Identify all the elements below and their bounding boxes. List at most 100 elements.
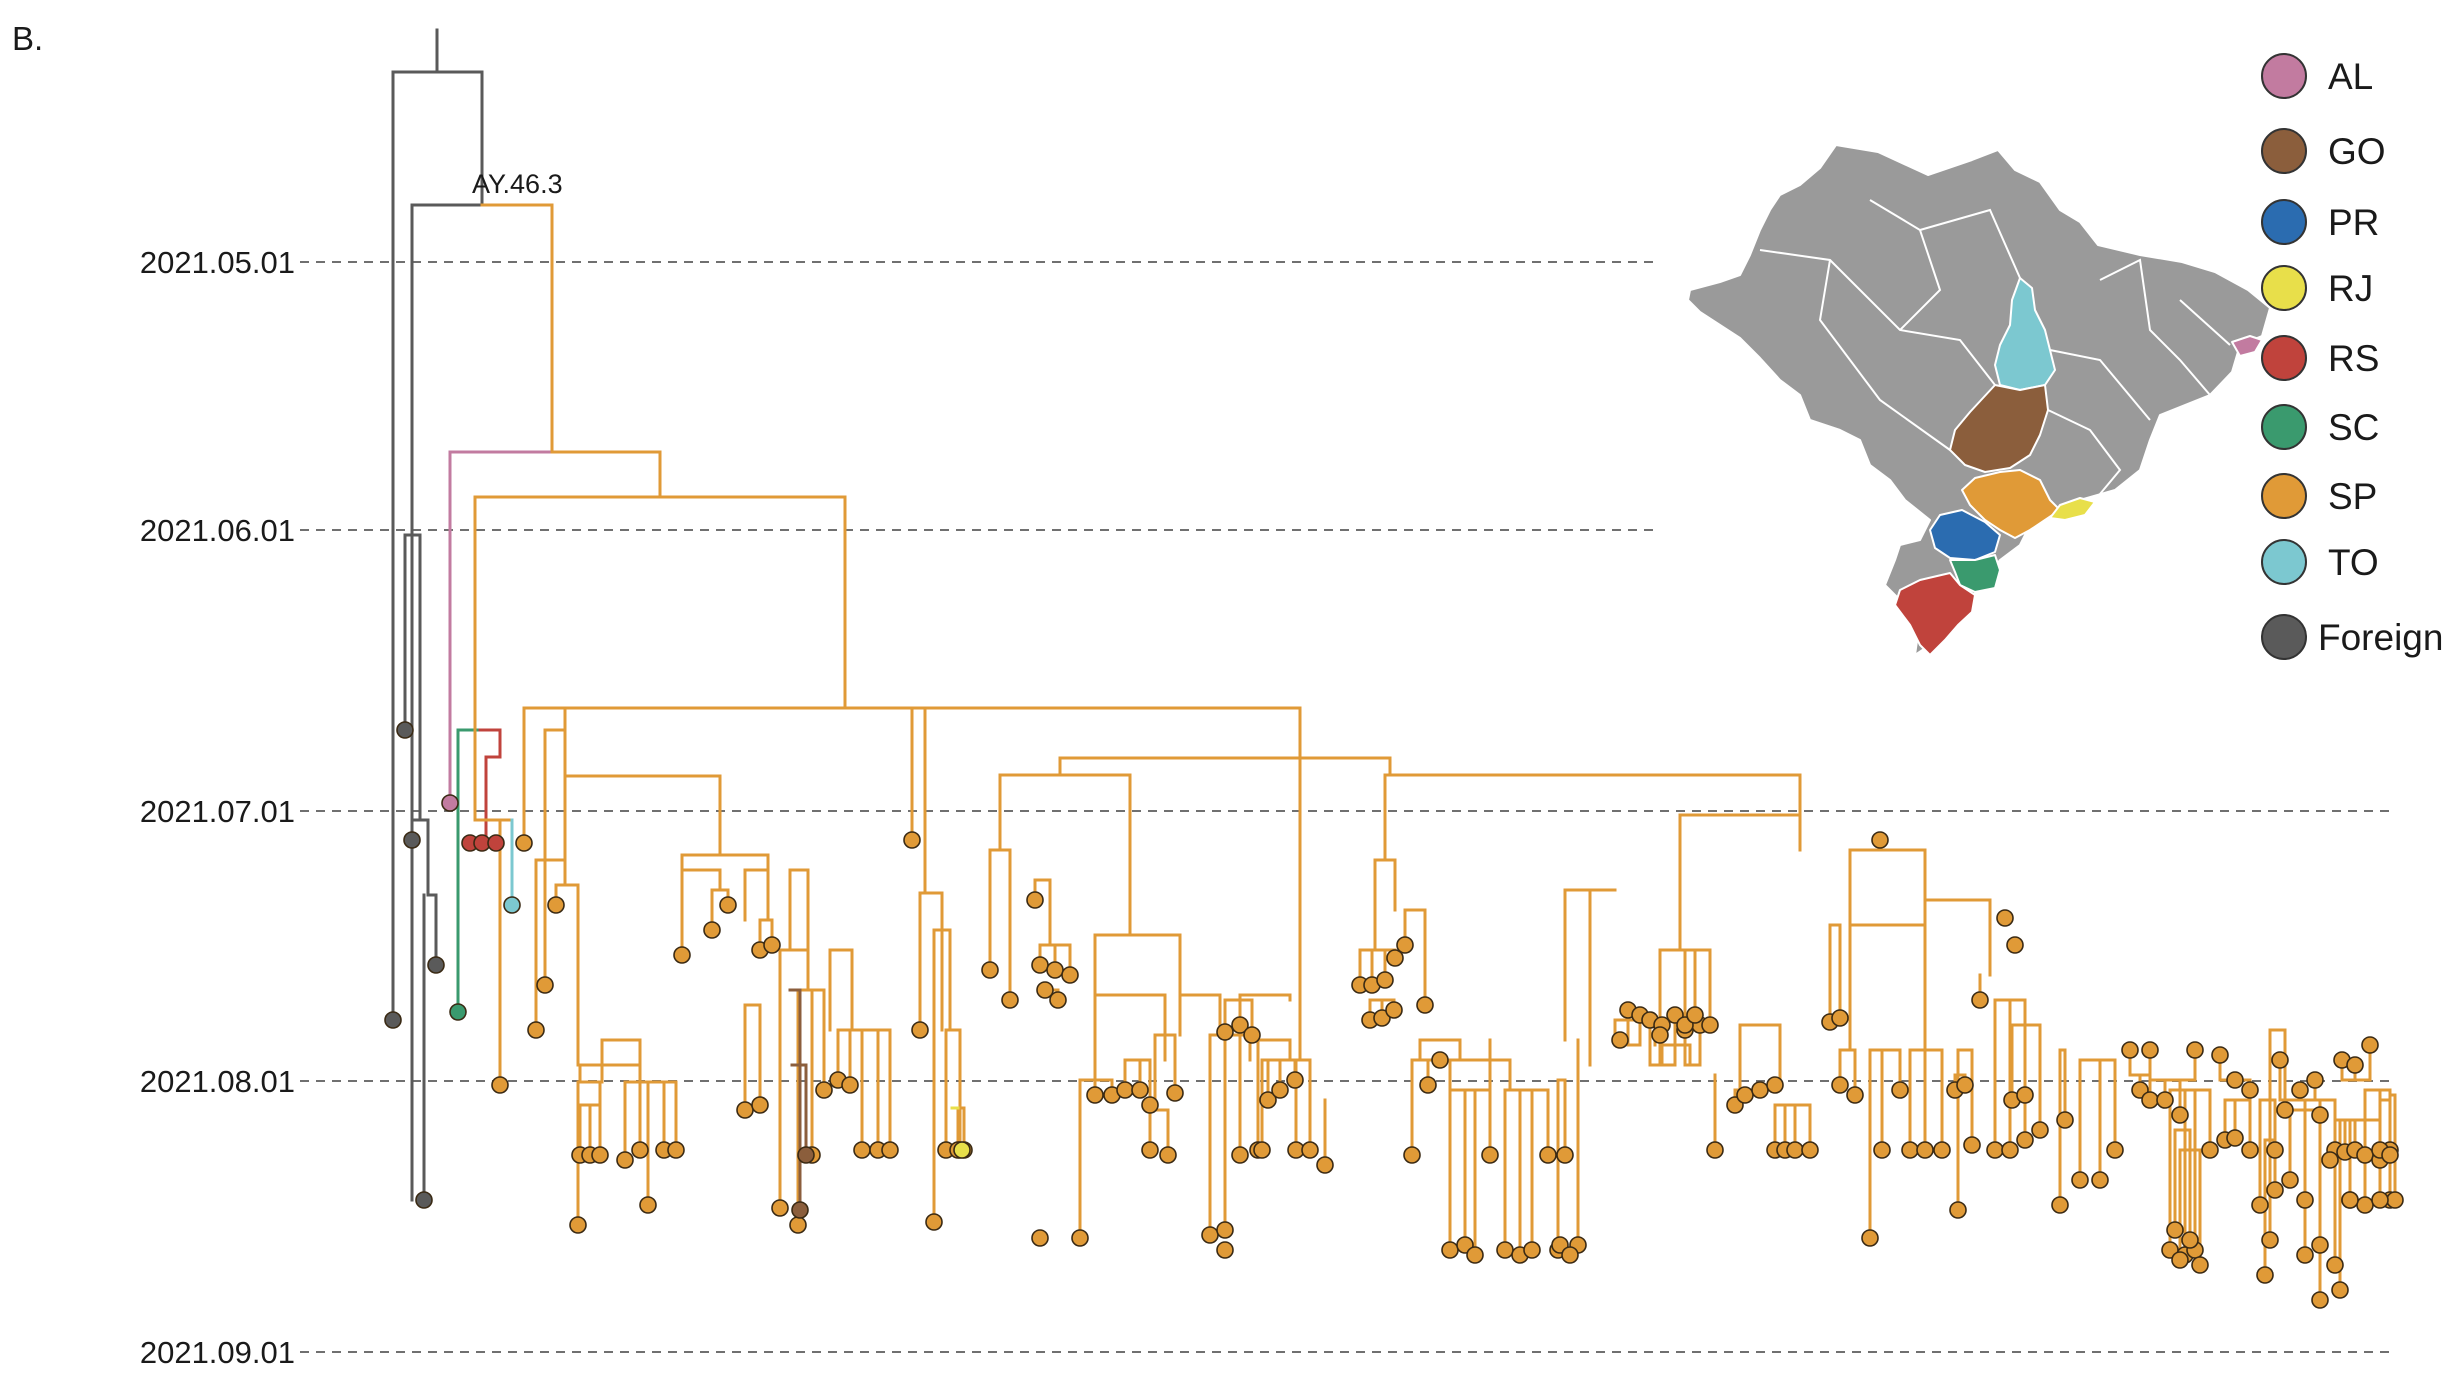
tree-tip-91 <box>1403 1146 1421 1164</box>
legend-label-go: GO <box>2328 131 2386 172</box>
tree-tip-85 <box>1386 949 1404 967</box>
tree-tip-178 <box>2241 1081 2259 1099</box>
tree-tip-130 <box>1873 1141 1891 1159</box>
tree-tip-103 <box>1556 1146 1574 1164</box>
tree-tip-13 <box>527 1021 545 1039</box>
tree-tip-59 <box>1071 1229 1089 1247</box>
tree-tip-78 <box>1253 1141 1271 1159</box>
tree-tip-180 <box>2276 1101 2294 1119</box>
map-state-al <box>2231 335 2263 357</box>
tree-tip-188 <box>2291 1081 2309 1099</box>
tree-tip-214 <box>1611 1031 1629 1049</box>
tree-tip-60 <box>1086 1086 1104 1104</box>
tree-tip-173 <box>2156 1091 2174 1109</box>
tree-tip-58 <box>1049 991 1067 1009</box>
tree-tip-12 <box>515 834 533 852</box>
tree-tip-52 <box>1001 991 1019 1009</box>
legend-swatch-pr <box>2261 199 2307 245</box>
tree-tip-90 <box>1416 996 1434 1014</box>
date-label-may: 2021.05.01 <box>140 245 295 280</box>
tree-tip-163 <box>2281 1171 2299 1189</box>
tree-tip-185 <box>2356 1196 2374 1214</box>
tree-tip-11 <box>491 1076 509 1094</box>
tree-tip-80 <box>1301 1141 1319 1159</box>
tree-tip-148 <box>2071 1171 2089 1189</box>
tree-tip-64 <box>1141 1096 1159 1114</box>
tree-tip-15 <box>536 976 554 994</box>
phylogenetic-tree <box>384 28 2404 1309</box>
map-state-sc <box>1949 554 2001 593</box>
tree-tip-9 <box>487 834 505 852</box>
tree-tip-196 <box>2341 1191 2359 1209</box>
tree-tip-120 <box>1766 1076 1784 1094</box>
brazil-map <box>1687 144 2271 656</box>
tree-tip-209 <box>1871 831 1889 849</box>
tree-tip-181 <box>2296 1246 2314 1264</box>
tree-tip-182 <box>2311 1236 2329 1254</box>
tree-tip-150 <box>2106 1141 2124 1159</box>
tree-tip-172 <box>2141 1041 2159 1059</box>
legend-label-to: TO <box>2328 542 2379 583</box>
tree-tip-160 <box>2241 1141 2259 1159</box>
tree-tip-177 <box>2226 1071 2244 1089</box>
tree-tip-210 <box>1031 1229 1049 1247</box>
tree-tip-164 <box>2296 1191 2314 1209</box>
legend-label-al: AL <box>2328 56 2373 97</box>
tree-tip-57 <box>1036 981 1054 999</box>
tree-tip-157 <box>2201 1141 2219 1159</box>
tree-tip-54 <box>1031 956 1049 974</box>
tree-tip-6 <box>449 1003 467 1021</box>
tree-tip-89 <box>1396 936 1414 954</box>
tree-tip-101 <box>1539 1146 1557 1164</box>
legend: AL GO PR RJ RS SC SP TO Foreign <box>2261 53 2443 660</box>
tree-tip-45 <box>925 1213 943 1231</box>
tree-tip-16 <box>569 1216 587 1234</box>
tree-tip-141 <box>2001 1141 2019 1159</box>
tree-tip-87 <box>1373 1009 1391 1027</box>
tree-tip-189 <box>2306 1071 2324 1089</box>
tree-tip-20 <box>616 1151 634 1169</box>
tree-tip-138 <box>1956 1076 1974 1094</box>
tree-tip-55 <box>1046 961 1064 979</box>
tree-tip-201 <box>2171 1251 2189 1269</box>
tree-tip-26 <box>703 921 721 939</box>
tree-tip-84 <box>1376 971 1394 989</box>
legend-swatch-to <box>2261 539 2307 585</box>
tree-tip-4 <box>415 1191 433 1209</box>
tree-tip-203 <box>2256 1266 2274 1284</box>
tree-tip-139 <box>1971 991 1989 1009</box>
tree-tip-97 <box>1481 1146 1499 1164</box>
tree-tip-135 <box>1949 1201 1967 1219</box>
tree-tip-176 <box>2211 1046 2229 1064</box>
tree-tip-136 <box>1963 1136 1981 1154</box>
tree-tip-194 <box>2386 1191 2404 1209</box>
map-state-sp <box>1961 469 2061 539</box>
tree-tip-30 <box>771 1199 789 1217</box>
map-state-rj <box>2049 497 2096 521</box>
map-state-borders <box>1759 199 2231 501</box>
tree-tip-127 <box>1831 1076 1849 1094</box>
tree-tip-50 <box>953 1141 971 1159</box>
tree-tip-159 <box>2226 1129 2244 1147</box>
tree-tip-40 <box>751 1096 769 1114</box>
tree-tip-53 <box>1026 891 1044 909</box>
legend-swatch-rs <box>2261 335 2307 381</box>
tree-tips <box>384 721 2404 1309</box>
tree-tip-140 <box>1986 1141 2004 1159</box>
tree-tip-62 <box>1116 1081 1134 1099</box>
tree-tip-68 <box>1201 1226 1219 1244</box>
tree-tip-0 <box>384 1011 402 1029</box>
legend-label-sc: SC <box>2328 407 2379 448</box>
tree-tip-73 <box>1231 1016 1249 1034</box>
tree-tip-153 <box>2141 1091 2159 1109</box>
legend-label-rj: RJ <box>2328 268 2373 309</box>
tree-tip-169 <box>2356 1146 2374 1164</box>
tree-tip-88 <box>1385 1001 1403 1019</box>
tree-tip-70 <box>1231 1146 1249 1164</box>
tree-tip-204 <box>2266 1181 2284 1199</box>
tree-tip-93 <box>1431 1051 1449 1069</box>
legend-label-sp: SP <box>2328 476 2377 517</box>
legend-swatch-foreign <box>2261 614 2307 660</box>
tree-tip-123 <box>1786 1141 1804 1159</box>
